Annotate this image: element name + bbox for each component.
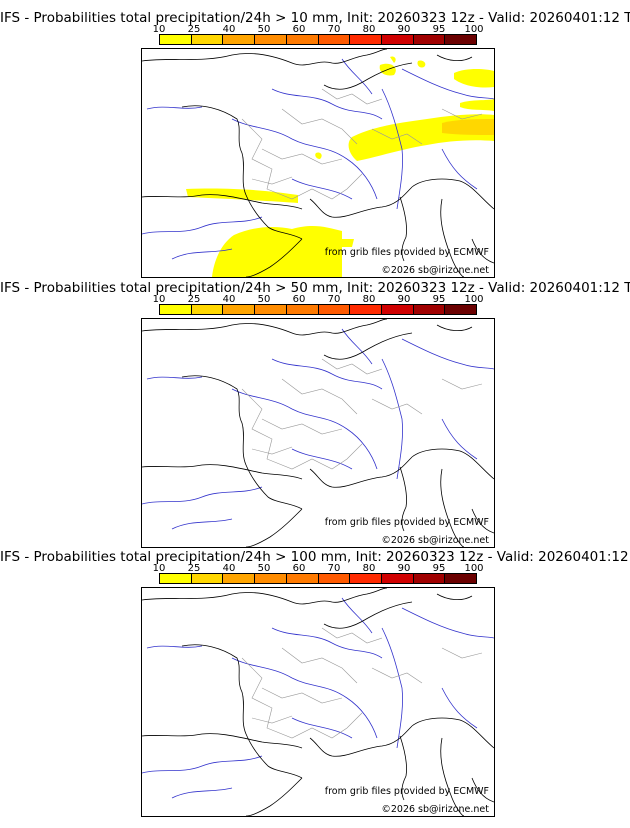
colorbar-label: 25	[187, 294, 201, 305]
colorbar-label: 95	[432, 294, 446, 305]
colorbar-swatch	[381, 305, 414, 314]
colorbar-label: 100	[464, 24, 484, 35]
colorbar-label: 70	[327, 563, 341, 574]
colorbar-label: 10	[152, 294, 166, 305]
coastlines	[142, 49, 494, 277]
colorbar-labels: 10 25 40 50 60 70 80 90 95 100	[0, 24, 630, 35]
rivers	[142, 328, 494, 530]
colorbar-swatch	[160, 574, 192, 583]
credit-source: from grib files provided by ECMWF	[324, 247, 489, 258]
colorbar-label: 90	[397, 24, 411, 35]
colorbar-labels: 10 25 40 50 60 70 80 90 95 100	[0, 294, 630, 305]
colorbar-label: 70	[327, 294, 341, 305]
colorbar-swatch	[445, 35, 477, 44]
colorbar-swatch	[413, 574, 446, 583]
colorbar-label: 95	[432, 563, 446, 574]
colorbar-swatch	[381, 35, 414, 44]
colorbar-swatch	[191, 574, 224, 583]
colorbar-label: 80	[362, 563, 376, 574]
colorbar-label: 80	[362, 24, 376, 35]
colorbar-label: 70	[327, 24, 341, 35]
colorbar-label: 50	[257, 24, 271, 35]
colorbar-swatch	[381, 574, 414, 583]
colorbar	[159, 34, 477, 45]
colorbar-label: 95	[432, 24, 446, 35]
borders	[241, 358, 483, 470]
colorbar-swatch	[255, 574, 287, 583]
credit-site: ©2026 sb@irizone.net	[381, 265, 489, 276]
colorbar-swatch	[160, 35, 192, 44]
panel-title: IFS - Probabilities total precipitation/…	[0, 10, 630, 26]
rivers	[142, 597, 494, 799]
colorbar-swatch	[255, 305, 287, 314]
credit-site: ©2026 sb@irizone.net	[381, 535, 489, 546]
coastlines	[142, 588, 494, 816]
credit-source: from grib files provided by ECMWF	[324, 786, 489, 797]
colorbar-swatch	[223, 305, 256, 314]
colorbar-label: 100	[464, 294, 484, 305]
colorbar-swatch	[413, 305, 446, 314]
colorbar-swatch	[191, 305, 224, 314]
colorbar-swatch	[191, 35, 224, 44]
forecast-panel-100mm: IFS - Probabilities total precipitation/…	[0, 539, 630, 817]
panel-title: IFS - Probabilities total precipitation/…	[0, 280, 630, 296]
colorbar-label: 60	[292, 563, 306, 574]
colorbar-label: 100	[464, 563, 484, 574]
colorbar-swatch	[350, 574, 382, 583]
colorbar-swatch	[413, 35, 446, 44]
map-svg	[142, 319, 494, 547]
map-france: from grib files provided by ECMWF ©2026 …	[141, 587, 495, 817]
colorbar-label: 10	[152, 563, 166, 574]
colorbar-label: 60	[292, 24, 306, 35]
colorbar-label: 10	[152, 24, 166, 35]
colorbar	[159, 573, 477, 584]
colorbar-label: 50	[257, 563, 271, 574]
map-france: from grib files provided by ECMWF ©2026 …	[141, 318, 495, 548]
coastlines	[142, 319, 494, 547]
colorbar-swatch	[255, 35, 287, 44]
colorbar-label: 60	[292, 294, 306, 305]
forecast-panel-10mm: IFS - Probabilities total precipitation/…	[0, 0, 630, 278]
colorbar-swatch	[286, 574, 319, 583]
colorbar-swatch	[350, 305, 382, 314]
colorbar-label: 25	[187, 563, 201, 574]
colorbar-label: 40	[222, 24, 236, 35]
colorbar-label: 25	[187, 24, 201, 35]
colorbar-swatch	[160, 305, 192, 314]
colorbar-swatch	[318, 305, 351, 314]
colorbar-swatch	[286, 305, 319, 314]
map-france: from grib files provided by ECMWF ©2026 …	[141, 48, 495, 278]
colorbar-swatch	[350, 35, 382, 44]
credit-source: from grib files provided by ECMWF	[324, 517, 489, 528]
rivers	[142, 58, 494, 260]
colorbar-swatch	[223, 574, 256, 583]
map-svg	[142, 49, 494, 277]
credit-site: ©2026 sb@irizone.net	[381, 804, 489, 815]
colorbar-swatch	[318, 574, 351, 583]
forecast-panel-50mm: IFS - Probabilities total precipitation/…	[0, 270, 630, 548]
colorbar-label: 90	[397, 294, 411, 305]
colorbar-labels: 10 25 40 50 60 70 80 90 95 100	[0, 563, 630, 574]
colorbar-swatch	[445, 574, 477, 583]
colorbar-swatch	[445, 305, 477, 314]
borders	[241, 88, 483, 200]
map-svg	[142, 588, 494, 816]
colorbar-label: 40	[222, 563, 236, 574]
colorbar-label: 80	[362, 294, 376, 305]
borders	[241, 627, 483, 739]
colorbar-label: 90	[397, 563, 411, 574]
colorbar-swatch	[318, 35, 351, 44]
colorbar-swatch	[286, 35, 319, 44]
panel-title: IFS - Probabilities total precipitation/…	[0, 549, 630, 565]
colorbar	[159, 304, 477, 315]
colorbar-label: 40	[222, 294, 236, 305]
colorbar-swatch	[223, 35, 256, 44]
colorbar-label: 50	[257, 294, 271, 305]
